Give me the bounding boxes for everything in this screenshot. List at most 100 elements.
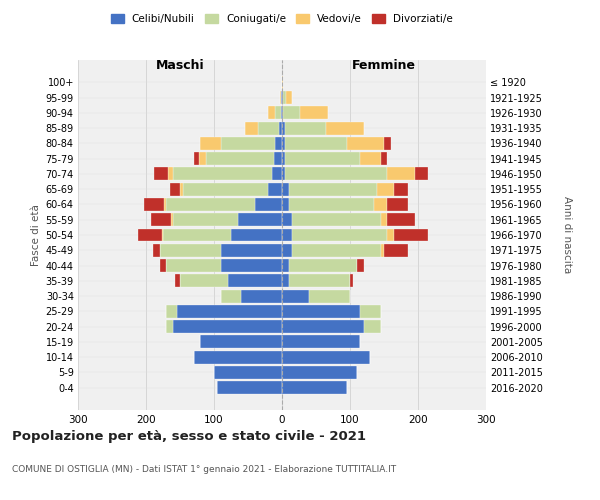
Bar bbox=[227, 274, 282, 287]
Bar bbox=[380, 214, 388, 226]
Bar bbox=[278, 122, 282, 134]
Bar bbox=[164, 198, 166, 211]
Bar bbox=[282, 336, 360, 348]
Bar bbox=[241, 290, 282, 302]
Bar bbox=[238, 214, 282, 226]
Bar bbox=[194, 350, 282, 364]
Bar bbox=[289, 198, 374, 211]
Bar bbox=[275, 137, 282, 150]
Bar bbox=[144, 198, 164, 211]
Bar bbox=[282, 76, 283, 89]
Bar bbox=[166, 198, 255, 211]
Bar bbox=[255, 198, 282, 211]
Bar bbox=[388, 214, 415, 226]
Bar bbox=[274, 152, 282, 165]
Text: COMUNE DI OSTIGLIA (MN) - Dati ISTAT 1° gennaio 2021 - Elaborazione TUTTITALIA.I: COMUNE DI OSTIGLIA (MN) - Dati ISTAT 1° … bbox=[12, 465, 396, 474]
Bar bbox=[166, 259, 221, 272]
Bar bbox=[282, 366, 357, 379]
Bar bbox=[153, 244, 160, 256]
Bar bbox=[217, 381, 282, 394]
Bar bbox=[415, 168, 428, 180]
Bar bbox=[160, 259, 166, 272]
Bar bbox=[161, 228, 163, 241]
Bar bbox=[289, 274, 350, 287]
Bar bbox=[292, 228, 388, 241]
Bar bbox=[380, 244, 384, 256]
Y-axis label: Anni di nascita: Anni di nascita bbox=[562, 196, 572, 274]
Bar bbox=[292, 214, 380, 226]
Bar bbox=[180, 274, 227, 287]
Bar bbox=[282, 137, 286, 150]
Bar bbox=[168, 168, 173, 180]
Bar bbox=[221, 290, 241, 302]
Bar bbox=[309, 290, 350, 302]
Bar bbox=[282, 244, 292, 256]
Bar bbox=[258, 122, 278, 134]
Bar bbox=[194, 152, 199, 165]
Bar bbox=[282, 274, 289, 287]
Bar bbox=[175, 274, 180, 287]
Bar bbox=[138, 228, 161, 241]
Bar bbox=[154, 168, 168, 180]
Bar bbox=[206, 152, 274, 165]
Bar bbox=[283, 91, 286, 104]
Bar bbox=[221, 259, 282, 272]
Bar bbox=[199, 152, 206, 165]
Bar bbox=[282, 106, 283, 120]
Bar bbox=[350, 274, 353, 287]
Bar bbox=[282, 168, 286, 180]
Bar bbox=[282, 91, 283, 104]
Bar bbox=[170, 182, 180, 196]
Bar bbox=[231, 228, 282, 241]
Bar bbox=[282, 290, 309, 302]
Bar bbox=[282, 214, 292, 226]
Bar bbox=[173, 214, 238, 226]
Bar bbox=[388, 228, 394, 241]
Bar bbox=[374, 198, 388, 211]
Bar bbox=[282, 198, 289, 211]
Bar bbox=[326, 122, 364, 134]
Bar bbox=[221, 244, 282, 256]
Bar bbox=[280, 91, 281, 104]
Bar bbox=[275, 106, 281, 120]
Bar bbox=[388, 168, 415, 180]
Bar bbox=[286, 91, 292, 104]
Bar bbox=[283, 106, 301, 120]
Bar bbox=[221, 137, 275, 150]
Bar bbox=[268, 106, 275, 120]
Bar bbox=[166, 320, 173, 333]
Bar bbox=[394, 228, 428, 241]
Bar bbox=[380, 152, 388, 165]
Bar bbox=[282, 305, 360, 318]
Text: Popolazione per età, sesso e stato civile - 2021: Popolazione per età, sesso e stato civil… bbox=[12, 430, 366, 443]
Bar bbox=[286, 168, 388, 180]
Bar bbox=[282, 122, 286, 134]
Bar bbox=[171, 214, 173, 226]
Bar bbox=[176, 305, 282, 318]
Bar bbox=[163, 228, 231, 241]
Bar bbox=[160, 244, 221, 256]
Bar bbox=[281, 91, 282, 104]
Bar bbox=[289, 259, 357, 272]
Bar bbox=[282, 381, 347, 394]
Bar bbox=[200, 336, 282, 348]
Bar bbox=[347, 137, 384, 150]
Bar bbox=[173, 168, 272, 180]
Bar bbox=[388, 198, 408, 211]
Bar bbox=[173, 320, 282, 333]
Bar bbox=[364, 320, 380, 333]
Bar bbox=[282, 228, 292, 241]
Bar bbox=[268, 182, 282, 196]
Bar bbox=[384, 137, 391, 150]
Bar bbox=[282, 259, 289, 272]
Bar bbox=[286, 152, 360, 165]
Bar bbox=[360, 152, 380, 165]
Bar bbox=[286, 137, 347, 150]
Bar bbox=[292, 244, 380, 256]
Bar bbox=[214, 366, 282, 379]
Bar bbox=[245, 122, 258, 134]
Bar bbox=[377, 182, 394, 196]
Bar bbox=[272, 168, 282, 180]
Bar bbox=[282, 152, 286, 165]
Bar bbox=[282, 350, 370, 364]
